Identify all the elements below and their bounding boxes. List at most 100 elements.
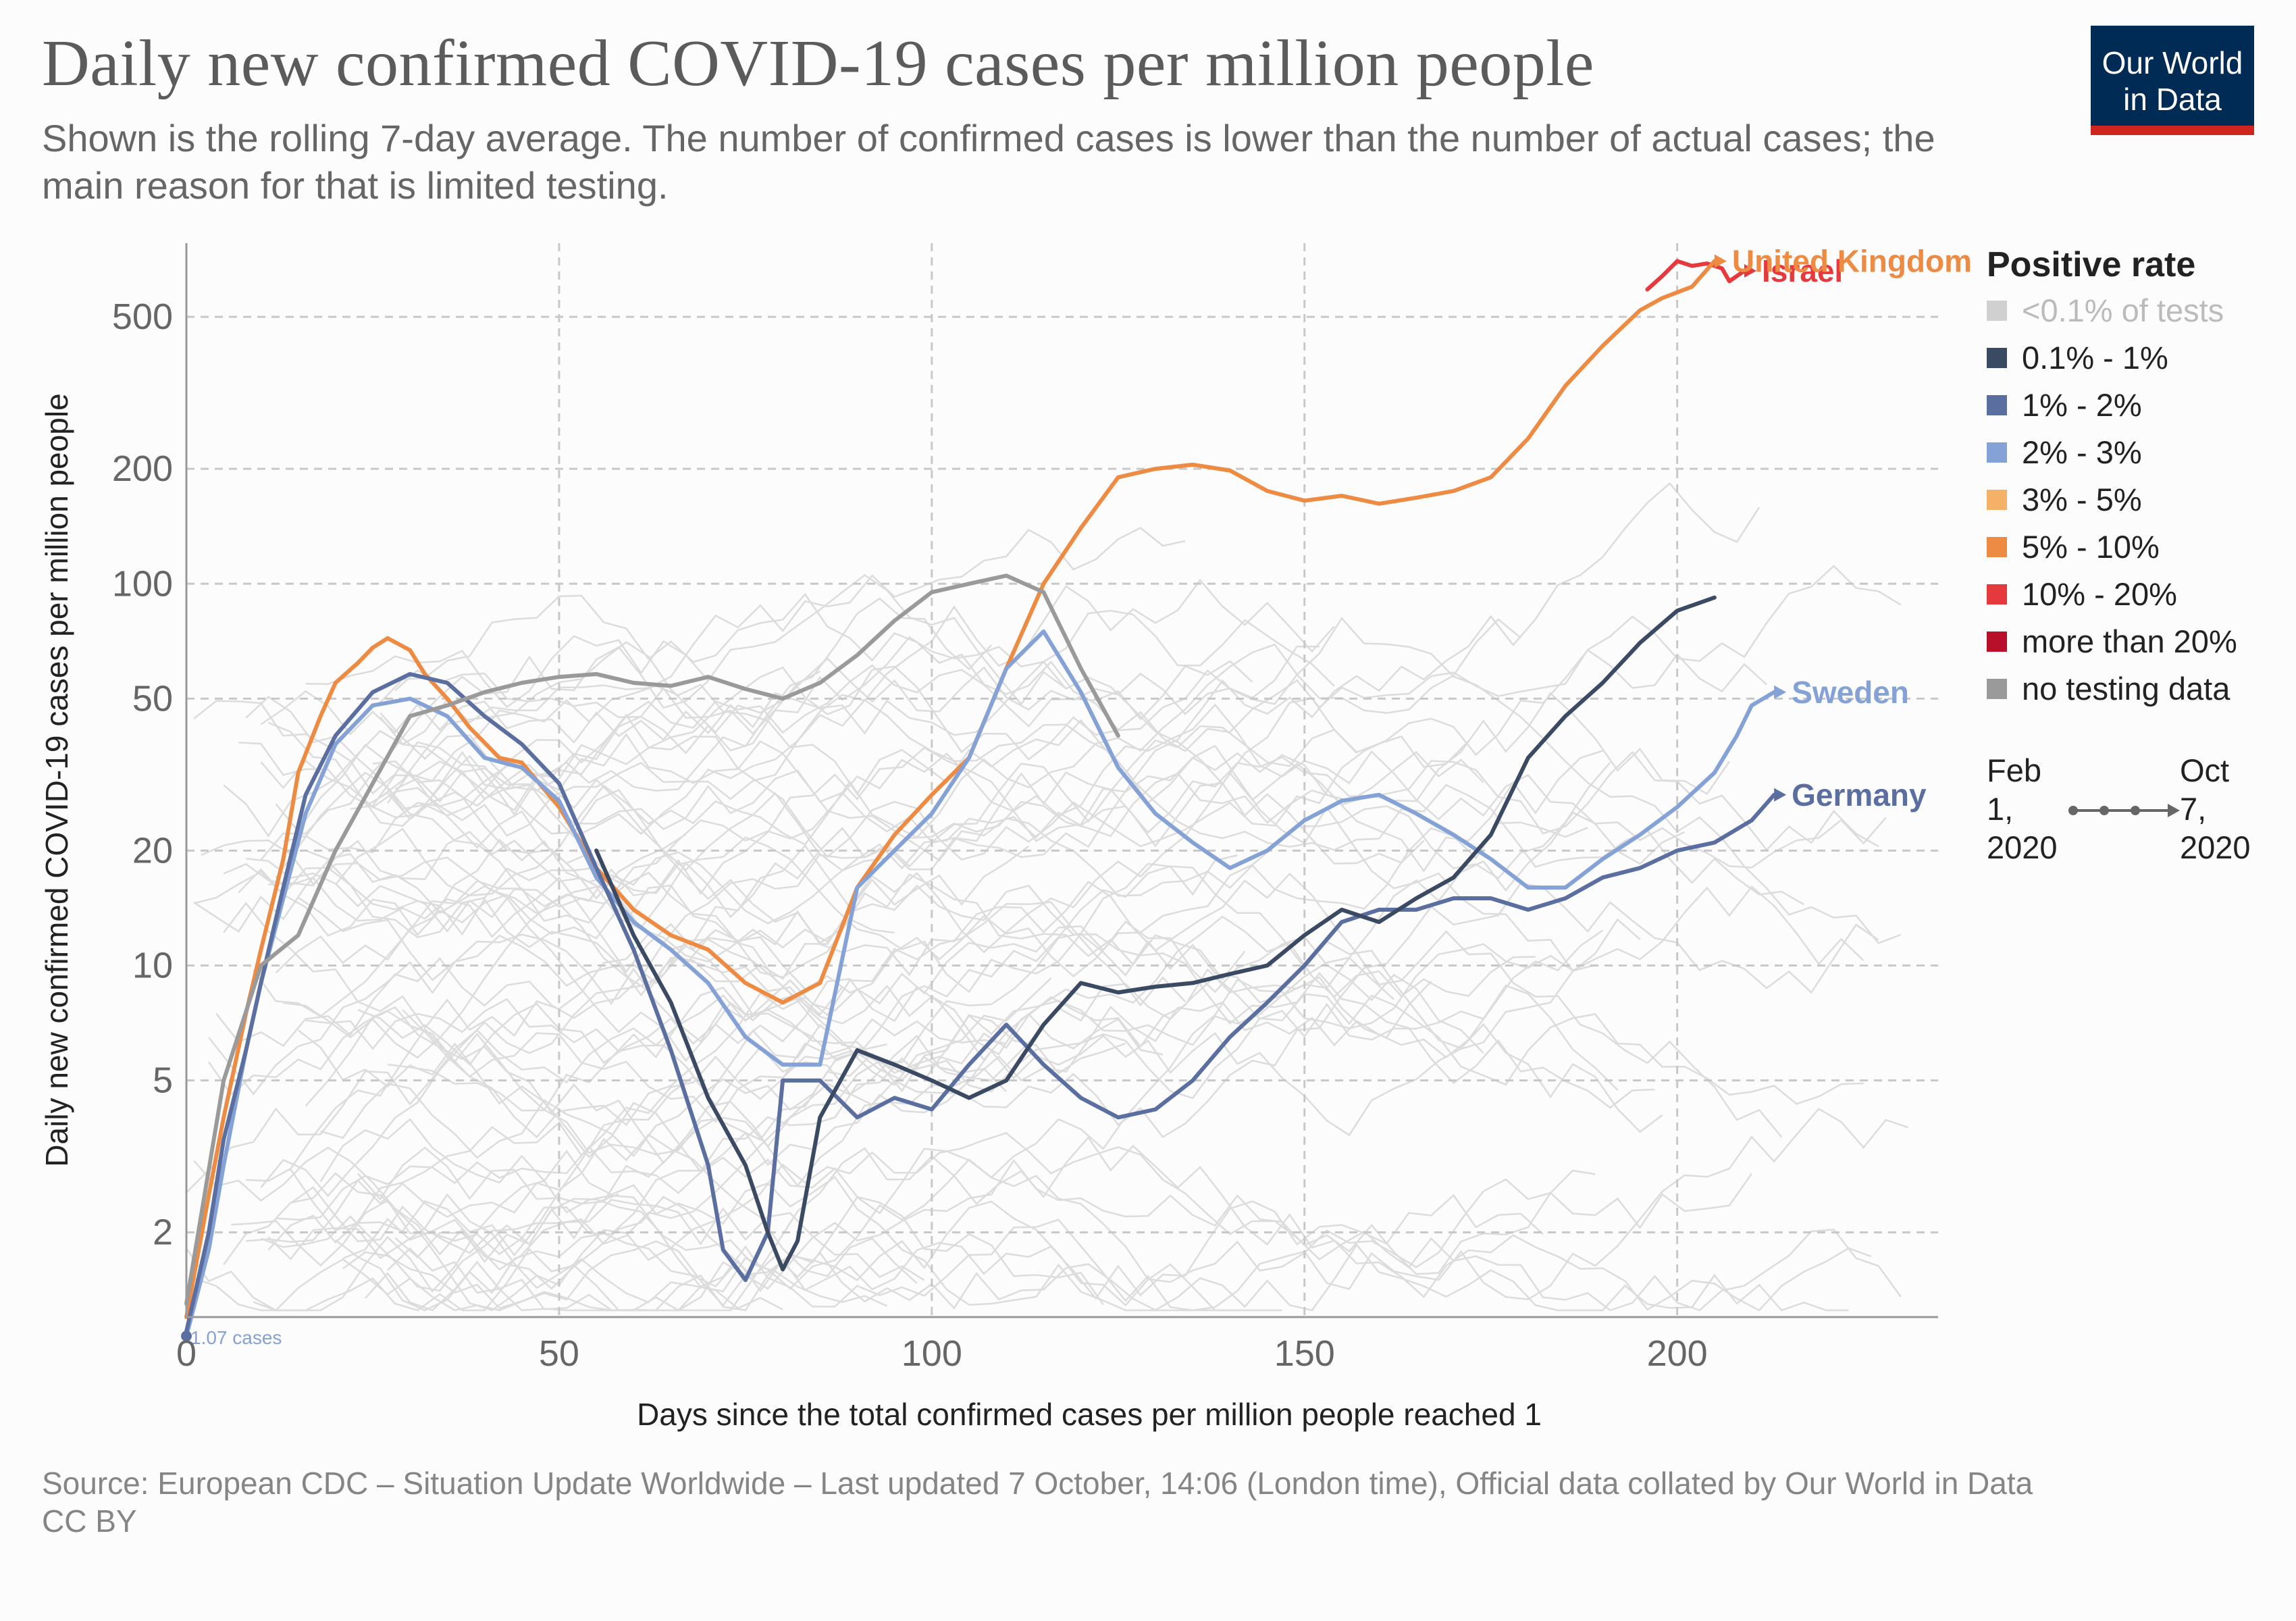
timeline-end-label[interactable]: Oct 7, 2020 xyxy=(2180,752,2251,865)
background-line xyxy=(246,977,1052,1182)
background-line xyxy=(335,1193,1544,1312)
footer: Source: European CDC – Situation Update … xyxy=(42,1464,2203,1540)
background-line xyxy=(193,1146,619,1264)
legend-item[interactable]: no testing data xyxy=(1987,670,2230,708)
legend-label: 0.1% - 1% xyxy=(2022,340,2168,376)
background-line xyxy=(186,920,1484,1193)
background-line xyxy=(283,872,1783,1138)
background-line xyxy=(320,993,1864,1159)
series-line xyxy=(1645,259,1746,292)
background-line xyxy=(319,885,1864,1293)
background-line xyxy=(275,703,1686,908)
chart-title: Daily new confirmed COVID-19 cases per m… xyxy=(42,27,1594,100)
logo-line-2: in Data xyxy=(2123,82,2222,117)
background-line xyxy=(193,859,1536,1056)
start-point xyxy=(181,1331,192,1342)
background-line xyxy=(238,868,798,1000)
axes: 2 5 10 20 50 100 200 500 0 50 100 150 200 Days since … xyxy=(39,243,1938,1432)
legend-item[interactable]: <0.1% of tests xyxy=(1987,292,2224,330)
legend-swatch xyxy=(1987,631,2007,652)
legend-swatch xyxy=(1987,300,2007,321)
legend-item[interactable]: 3% - 5% xyxy=(1987,481,2142,519)
y-tick-label: 500 xyxy=(112,297,173,337)
legend-title: Positive rate xyxy=(1987,245,2196,284)
background-line xyxy=(357,978,1164,1066)
background-line xyxy=(342,1198,925,1281)
series-end-arrow xyxy=(1774,685,1787,699)
y-tick-label: 100 xyxy=(112,563,173,604)
background-line xyxy=(350,670,820,810)
y-tick-label: 5 xyxy=(153,1060,173,1101)
background-line xyxy=(215,750,1603,1048)
legend-item[interactable]: 0.1% - 1% xyxy=(1987,339,2168,377)
background-line xyxy=(334,617,1902,944)
timeline-start-label[interactable]: Feb 1, 2020 xyxy=(1987,752,2058,865)
background-line xyxy=(260,609,1335,744)
background-line xyxy=(394,1195,1849,1312)
legend-item[interactable]: more than 20% xyxy=(1987,623,2237,661)
legend-label: 3% - 5% xyxy=(2022,482,2142,517)
legend-swatch xyxy=(1987,678,2007,699)
y-tick-label: 200 xyxy=(112,448,173,489)
background-line xyxy=(253,751,1484,1018)
background-line xyxy=(342,1159,1753,1310)
x-tick-label: 50 xyxy=(539,1333,579,1374)
background-line xyxy=(305,929,1604,1187)
background-line xyxy=(290,882,1879,1257)
background-line xyxy=(275,684,1596,972)
legend-label: 1% - 2% xyxy=(2022,387,2142,423)
legend-label: 5% - 10% xyxy=(2022,529,2160,565)
x-axis-label: Days since the total confirmed cases per… xyxy=(637,1397,1542,1432)
license-note[interactable]: CC BY xyxy=(42,1503,137,1539)
series-label: United Kingdom xyxy=(1732,244,1972,279)
series-label: Israel xyxy=(1762,253,1843,288)
x-tick-label: 0 xyxy=(176,1333,197,1374)
background-line xyxy=(380,565,1902,752)
background-line xyxy=(380,618,1521,792)
series-end-arrow xyxy=(1774,788,1787,802)
background-line xyxy=(305,998,887,1098)
x-tick-label: 200 xyxy=(1647,1333,1708,1374)
background-line xyxy=(297,865,1663,1133)
x-tick-label: 150 xyxy=(1274,1333,1335,1374)
series-label: Germany xyxy=(1792,777,1927,813)
background-line xyxy=(223,750,1879,1037)
timeline-handle-start[interactable] xyxy=(2068,806,2078,815)
owid-logo[interactable]: Our World in Data xyxy=(2091,26,2254,135)
background-line xyxy=(223,762,1611,994)
background-line xyxy=(305,573,1067,709)
legend-label: 2% - 3% xyxy=(2022,434,2142,470)
legend-item[interactable]: 5% - 10% xyxy=(1987,528,2160,566)
legend-label: more than 20% xyxy=(2022,623,2237,659)
background-line xyxy=(185,1150,1238,1312)
legend-item[interactable]: 1% - 2% xyxy=(1987,386,2142,424)
background-line xyxy=(253,1200,1282,1312)
series-line xyxy=(184,259,1717,1319)
series-line xyxy=(184,629,1777,1339)
legend-label: <0.1% of tests xyxy=(2022,292,2224,328)
legend-label: no testing data xyxy=(2022,671,2230,706)
series-line xyxy=(184,573,1120,1306)
background-line xyxy=(223,648,1767,860)
background-line xyxy=(268,830,1655,1109)
legend-item[interactable]: 10% - 20% xyxy=(1987,575,2177,613)
legend-swatch xyxy=(1987,584,2007,604)
background-line xyxy=(380,527,1186,746)
y-tick-label: 20 xyxy=(132,830,173,871)
chart-subtitle: Shown is the rolling 7-day average. The … xyxy=(42,117,1935,207)
y-tick-label: 2 xyxy=(153,1212,173,1253)
background-line xyxy=(246,858,895,979)
legend-swatch xyxy=(1987,442,2007,463)
series-end-arrow xyxy=(1744,264,1757,278)
timeline-handle-end[interactable] xyxy=(2168,804,2180,817)
background-line xyxy=(402,901,1186,1139)
legend-item[interactable]: 2% - 3% xyxy=(1987,434,2142,471)
source-note: Source: European CDC – Situation Update … xyxy=(42,1466,2033,1501)
background-line xyxy=(223,1132,1902,1312)
legend-swatch xyxy=(1987,394,2007,415)
timeline-slider[interactable] xyxy=(2066,797,2181,824)
start-annotation: 1.07 cases xyxy=(190,1327,282,1348)
background-line xyxy=(267,1193,783,1310)
background-country-lines xyxy=(185,482,1909,1312)
